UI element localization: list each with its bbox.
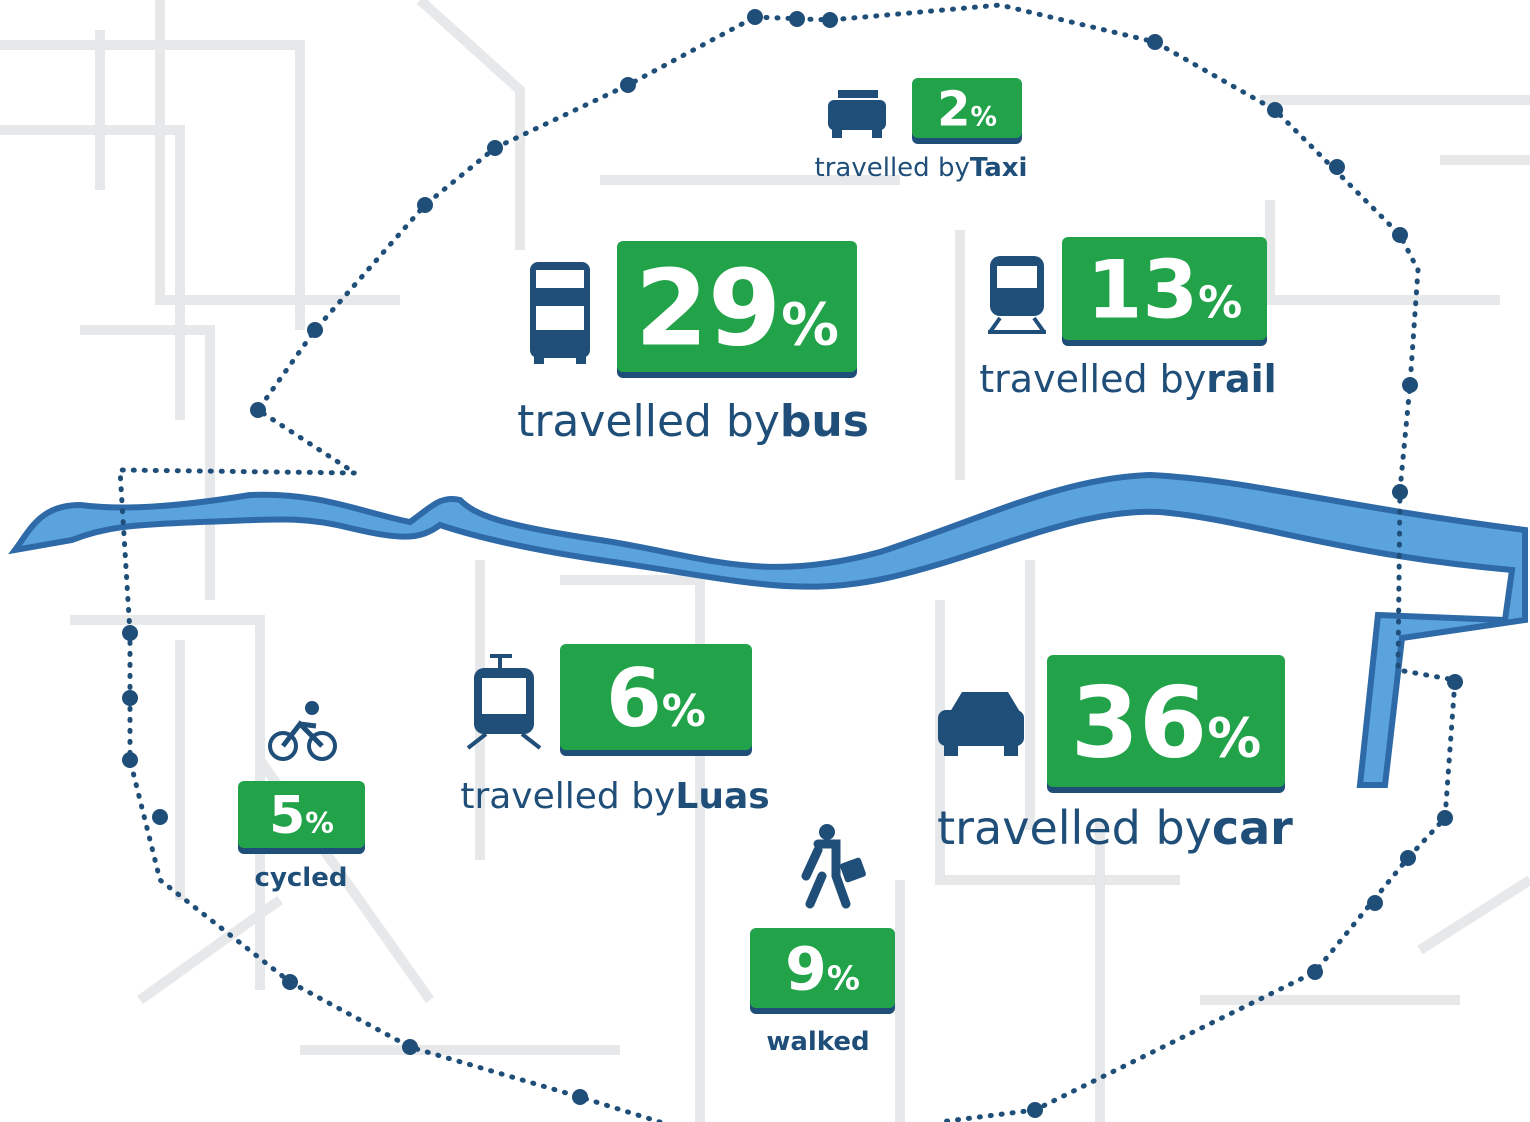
stat-item: 13% travelled byrail (979, 237, 1277, 401)
bicycle-icon (268, 701, 337, 761)
stat-unit: % (827, 959, 860, 998)
stat-unit: % (305, 806, 334, 840)
stat-label: travelled bycar (937, 801, 1293, 855)
stat-unit: % (1207, 706, 1261, 769)
stat-label: cycled (255, 863, 348, 893)
stat-label: travelled byTaxi (815, 153, 1028, 183)
label-prefix: travelled by (937, 801, 1212, 855)
label-prefix: travelled by (460, 776, 675, 817)
stat-label: travelled byrail (979, 357, 1276, 401)
walker-icon (801, 824, 866, 909)
label-mode: walked (766, 1027, 869, 1057)
stat-value: 29% (635, 247, 839, 369)
tram-icon (466, 654, 542, 750)
stat-number: 6 (606, 652, 662, 745)
icons (268, 90, 1046, 909)
dublin-boundary (117, 2, 1463, 1122)
stat-item: 9% walked (750, 928, 895, 1057)
stat-value: 6% (606, 652, 706, 745)
stat-box (750, 928, 895, 1008)
stat-value: 9% (785, 935, 860, 1005)
label-mode: car (1212, 801, 1293, 855)
label-mode: bus (780, 396, 869, 447)
stat-item: 29%travelled bybus (517, 241, 869, 447)
river (8, 471, 1528, 788)
stat-box (1047, 655, 1285, 787)
label-mode: cycled (255, 863, 348, 893)
stat-unit: % (970, 101, 996, 132)
label-mode: Taxi (970, 153, 1028, 183)
stat-number: 36 (1071, 666, 1207, 780)
stat-value: 36% (1071, 666, 1261, 780)
bus-icon (530, 262, 590, 364)
stat-item: 6% travelled byLuas (460, 644, 770, 817)
stat-item: 5% cycled (238, 781, 365, 893)
label-prefix: travelled by (979, 357, 1206, 401)
stat-number: 2 (937, 81, 970, 137)
label-prefix: travelled by (815, 153, 970, 183)
stat-value: 13% (1087, 243, 1242, 336)
stat-value: 5% (269, 786, 334, 846)
stat-box (1062, 237, 1267, 340)
stat-label: travelled byLuas (460, 776, 769, 817)
stat-label: walked (766, 1027, 869, 1057)
stat-number: 9 (785, 935, 827, 1005)
stat-number: 5 (269, 786, 305, 846)
label-mode: Luas (675, 776, 769, 817)
car-icon (938, 692, 1024, 756)
stat-box (238, 781, 365, 848)
stat-box (617, 241, 857, 372)
train-icon (988, 256, 1046, 334)
label-prefix: travelled by (517, 396, 780, 447)
stat-unit: % (662, 686, 706, 737)
stat-value: 2% (937, 81, 997, 137)
stat-number: 29 (635, 247, 781, 369)
stat-label: travelled bybus (517, 396, 869, 447)
stat-number: 13 (1087, 243, 1198, 336)
stat-item: 2%travelled byTaxi (815, 78, 1028, 183)
stat-item: 36% travelled bycar (937, 655, 1293, 855)
label-mode: rail (1206, 357, 1276, 401)
stat-unit: % (781, 290, 839, 358)
stat-unit: % (1198, 277, 1242, 328)
stat-box (560, 644, 752, 750)
stat-box (912, 78, 1022, 138)
taxi-icon (828, 90, 886, 138)
